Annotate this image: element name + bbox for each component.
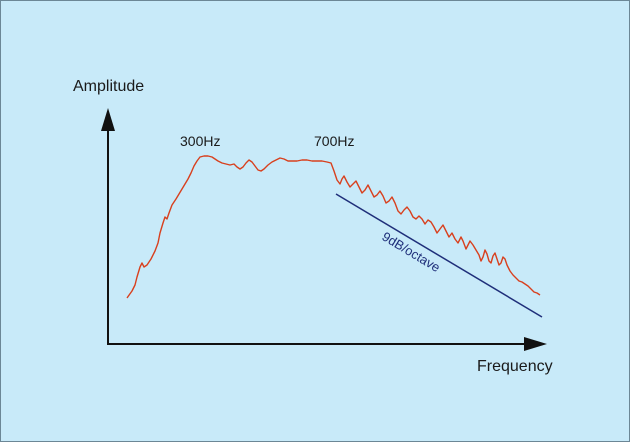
- peak-300hz-label: 300Hz: [180, 133, 220, 149]
- slope-line: [335, 193, 543, 318]
- y-axis-label: Amplitude: [73, 78, 144, 95]
- y-axis-arrowhead: [101, 108, 115, 131]
- peak-700hz-label: 700Hz: [314, 133, 354, 149]
- x-axis-label: Frequency: [477, 358, 553, 375]
- x-axis-arrowhead: [524, 337, 547, 351]
- response-curve: [126, 155, 541, 299]
